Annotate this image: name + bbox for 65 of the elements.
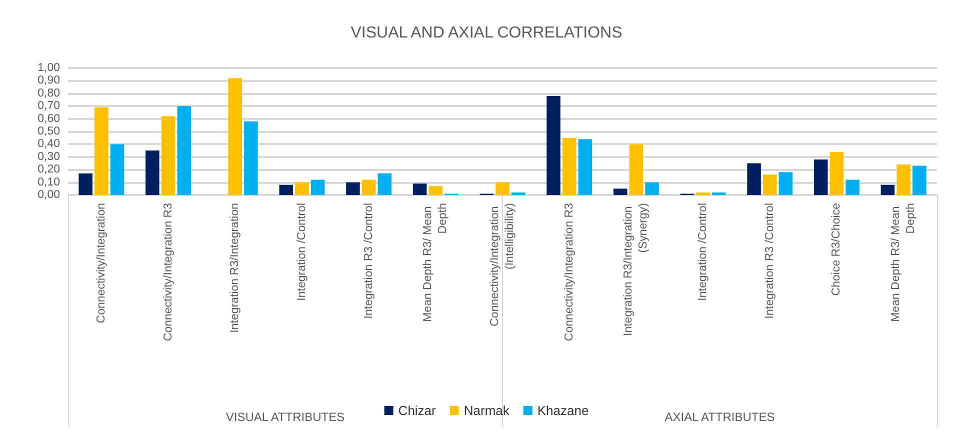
bar: [110, 144, 124, 195]
bar: [244, 121, 258, 195]
bar: [94, 107, 108, 195]
bar: [562, 138, 576, 195]
bar: [161, 116, 176, 195]
bar: [762, 174, 777, 195]
bar: [747, 163, 761, 195]
bar: [846, 180, 860, 195]
bar: [546, 96, 560, 195]
x-tick-label: Connectivity/Integration: [95, 203, 108, 324]
y-tick-label: 0,80: [38, 87, 60, 100]
x-tick-label: Integration R3/Integration (Synergy): [622, 202, 650, 336]
x-tick-label: Integration /Control: [296, 203, 308, 301]
bar: [578, 139, 592, 195]
bar: [912, 166, 926, 195]
bar: [428, 186, 443, 195]
x-tick-label: Integration R3/Integration: [229, 203, 242, 333]
text: VISUAL ATTRIBUTES: [226, 410, 345, 424]
legend-label: Chizar: [398, 403, 437, 418]
bar: [346, 182, 360, 195]
bar: [814, 159, 828, 195]
bar: [712, 192, 726, 195]
x-tick-label: Mean Depth R3/ Mean Depth: [890, 203, 918, 322]
x-tick-label: Mean Depth R3/ Mean Depth: [422, 203, 450, 322]
y-tick-label: 1,00: [38, 62, 60, 74]
y-tick-label: 0,50: [38, 126, 60, 138]
bar: [613, 188, 628, 195]
bar: [496, 182, 510, 195]
y-tick-label: 0,90: [38, 74, 60, 87]
bar: [645, 182, 659, 195]
x-tick-label: Connectivity/Integration R3: [563, 203, 576, 342]
bar: [880, 184, 895, 195]
x-tick-label: Integration R3 /Control: [362, 203, 375, 319]
y-tick-label: 0,00: [38, 189, 60, 201]
x-tick-label: Choice R3/Choice: [830, 203, 843, 296]
y-tick-label: 0,70: [38, 100, 60, 112]
legend-label: Narmak: [464, 403, 510, 418]
x-tick-label: Connectivity/Integration R3: [162, 203, 174, 342]
y-tick-label: 0,10: [38, 176, 60, 188]
bar: [412, 184, 427, 195]
bar: [279, 184, 294, 195]
bar: [78, 173, 92, 195]
bar: [378, 173, 392, 195]
y-tick-label: 0,40: [38, 138, 60, 150]
bar: [146, 150, 160, 195]
y-tick-label: 0,20: [38, 164, 60, 176]
bar: [696, 192, 710, 195]
bar: [362, 180, 376, 195]
bar: [295, 182, 309, 195]
bar: [830, 152, 844, 195]
legend-label: Khazane: [537, 403, 589, 418]
x-tick-label: Connectivity/Integration (Intelligibility): [489, 202, 516, 326]
text: AXIAL ATTRIBUTES: [664, 410, 775, 424]
bar: [177, 106, 191, 195]
bar: [629, 144, 644, 195]
bar: [511, 192, 526, 195]
y-tick-label: 0,30: [38, 150, 60, 163]
bar: [228, 78, 242, 195]
bar: [310, 180, 325, 195]
x-tick-label: Integration R3 /Control: [764, 203, 776, 319]
x-tick-label: Integration /Control: [697, 203, 710, 301]
bar: [896, 164, 910, 195]
bar: [778, 172, 793, 195]
chart-title: VISUAL AND AXIAL CORRELATIONS: [350, 24, 622, 42]
y-tick-label: 0,60: [38, 112, 60, 125]
